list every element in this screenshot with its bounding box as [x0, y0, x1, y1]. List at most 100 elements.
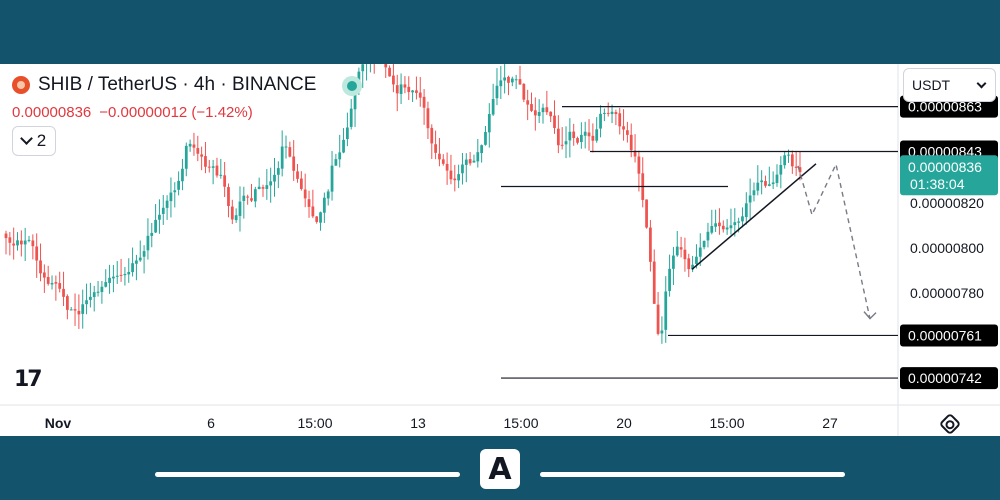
current-price-tag-label: 0.00000836 — [908, 159, 982, 175]
candle-body — [100, 286, 104, 293]
candle-body — [652, 261, 656, 304]
candle — [269, 167, 273, 203]
candle-body — [276, 168, 280, 175]
candle — [549, 111, 553, 123]
candle — [384, 64, 388, 78]
candle-body — [645, 199, 648, 228]
chart-panel[interactable]: 0.00000820 0.00000800 0.00000780 0.00000863… — [0, 64, 1000, 436]
candle-body — [161, 207, 165, 214]
candle — [752, 182, 756, 202]
site-logo-icon[interactable]: A — [480, 449, 520, 489]
candle-body — [660, 330, 664, 334]
candle — [369, 64, 371, 73]
candle-body — [718, 222, 721, 227]
candle — [104, 269, 108, 288]
candle — [733, 208, 737, 237]
candle-body — [572, 131, 576, 139]
candle-body — [16, 240, 19, 246]
candle-body — [92, 292, 96, 298]
candle — [744, 192, 748, 225]
candle — [146, 218, 150, 260]
candle — [288, 141, 292, 158]
candle — [729, 208, 733, 235]
candle — [315, 215, 319, 224]
candle-body — [445, 163, 449, 171]
candle — [591, 123, 595, 153]
candle-body — [564, 141, 568, 145]
candle — [453, 164, 457, 192]
candle — [399, 73, 403, 104]
currency-label: USDT — [912, 77, 951, 93]
candle-body — [338, 152, 342, 160]
candle-body — [495, 85, 499, 99]
candle-body — [518, 79, 522, 85]
candle-body — [188, 143, 192, 147]
candle — [46, 265, 50, 286]
candle — [154, 204, 157, 234]
candle — [794, 152, 798, 176]
candle-body — [411, 90, 414, 93]
candle — [422, 89, 426, 125]
candle — [426, 101, 430, 140]
candle-body — [687, 258, 691, 270]
candle-body — [526, 100, 530, 105]
candle — [158, 199, 161, 234]
candle — [373, 64, 375, 74]
candle-body — [790, 154, 794, 167]
candle — [181, 158, 184, 191]
candle-body — [399, 84, 403, 94]
candle — [687, 253, 691, 278]
candle-body — [154, 219, 157, 233]
symbol-title[interactable]: SHIB / TetherUS · 4h · BINANCE — [38, 74, 317, 95]
candle — [541, 103, 545, 124]
x-tick-label: Nov — [45, 415, 72, 431]
tradingview-logo-icon[interactable]: 17 — [14, 367, 43, 392]
candle-body — [388, 67, 391, 77]
candle-body — [560, 144, 564, 146]
candle-body — [8, 237, 12, 243]
candle — [660, 316, 664, 344]
candle — [207, 159, 211, 173]
candle-body — [591, 135, 595, 141]
candle — [718, 208, 721, 235]
candle — [238, 186, 242, 232]
candle-body — [196, 148, 200, 154]
candle-body — [127, 271, 131, 275]
currency-select[interactable]: USDT — [903, 68, 996, 102]
candle-body — [426, 108, 430, 129]
candle-body — [104, 282, 108, 287]
price-chart[interactable]: 0.00000820 0.00000800 0.00000780 0.00000863… — [0, 64, 1000, 436]
candle-body — [752, 190, 756, 196]
candle — [622, 109, 625, 141]
candle — [223, 162, 227, 197]
candle — [177, 171, 180, 196]
price-change: −0.00000012 (−1.42%) — [99, 104, 253, 121]
candle-body — [602, 112, 606, 114]
chevron-down-icon — [976, 78, 987, 88]
candle — [296, 164, 299, 183]
settings-icon — [938, 412, 962, 436]
candle — [184, 142, 188, 177]
level-price-label: 0.00000761 — [908, 327, 982, 343]
candle — [200, 146, 204, 171]
candle — [710, 209, 714, 235]
candle — [92, 285, 96, 312]
candle-body — [764, 181, 767, 186]
indicators-toggle-button[interactable]: 2 — [12, 126, 56, 156]
candle-body — [706, 231, 710, 241]
candle-body — [783, 155, 787, 166]
candle — [415, 76, 418, 100]
candle — [108, 264, 111, 294]
candle — [307, 190, 311, 218]
candle — [583, 121, 587, 149]
candle — [250, 183, 253, 203]
candle-body — [507, 76, 510, 83]
candle-body — [296, 171, 299, 179]
chart-settings-button[interactable] — [938, 412, 962, 436]
candle — [234, 208, 238, 223]
candle — [138, 240, 142, 262]
candle-body — [614, 112, 618, 115]
candle — [4, 230, 8, 255]
candle-body — [150, 232, 154, 236]
candle-body — [77, 310, 81, 315]
